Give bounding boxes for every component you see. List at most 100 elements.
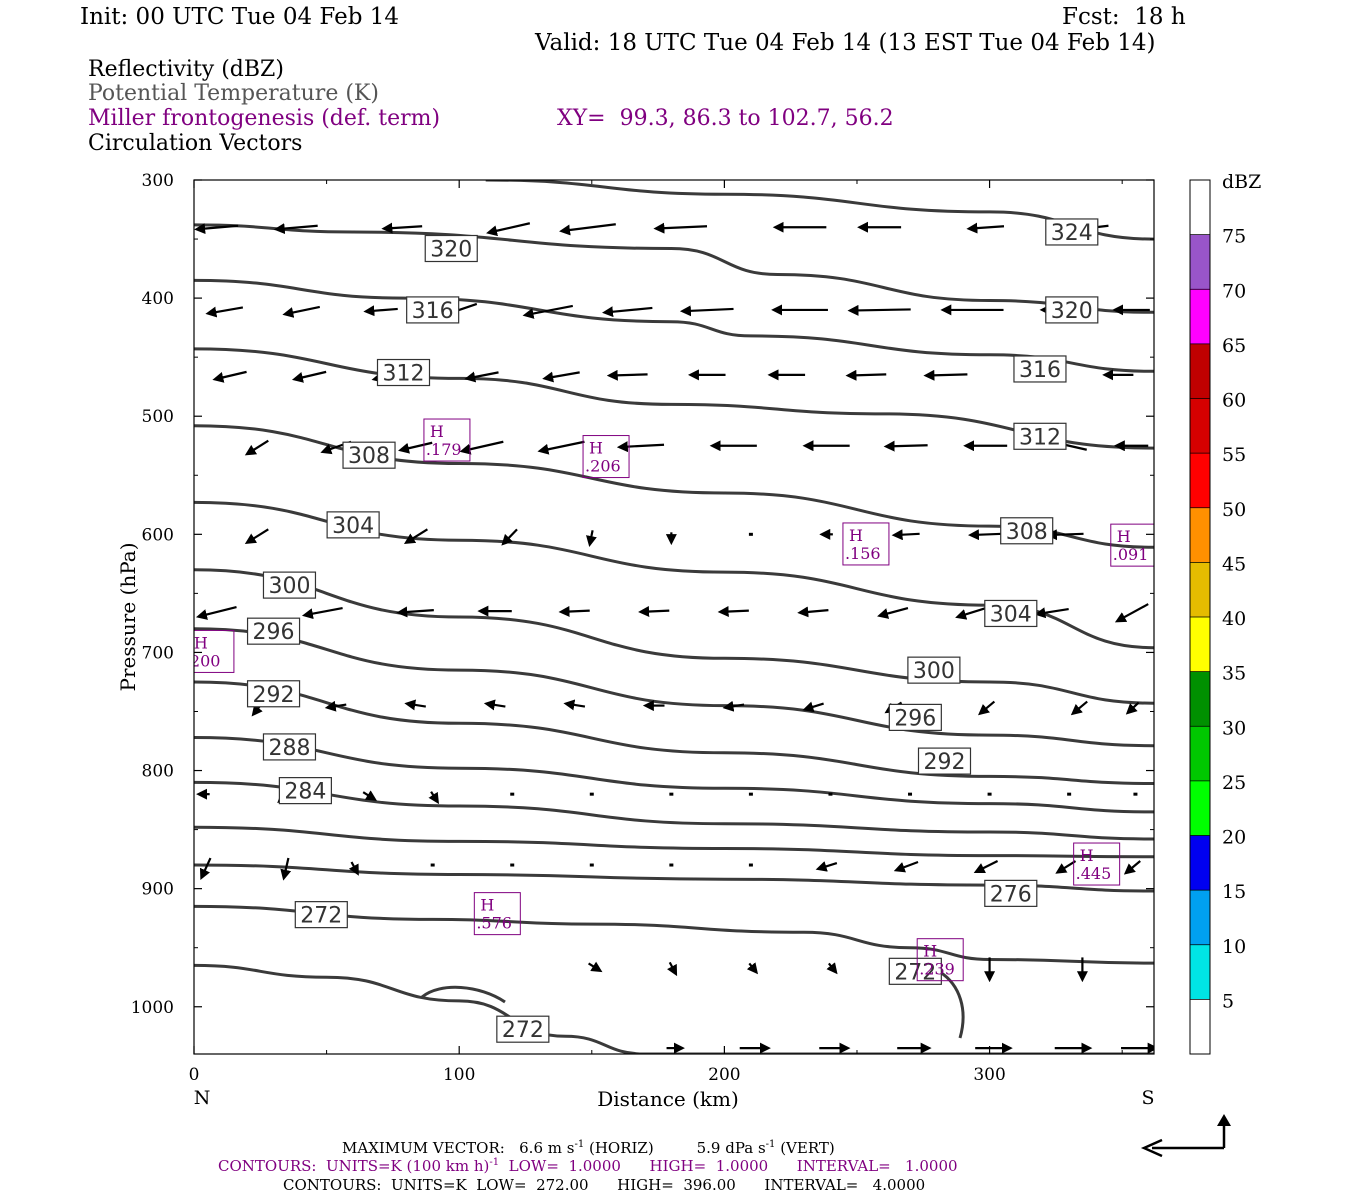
frontogenesis-max-box [473, 892, 521, 936]
vector-shaft [1114, 603, 1149, 623]
vector-shaft [428, 791, 440, 805]
vector-shaft [802, 701, 824, 713]
vector-shaft [363, 305, 398, 317]
theta-contour-312 [194, 347, 1154, 450]
y-axis-label: Pressure (hPa) [116, 543, 140, 692]
forecast-hour: Fcst: 18 h [1062, 4, 1186, 30]
colorbar-label: 25 [1222, 772, 1246, 794]
theta-contour-292 [194, 680, 1154, 785]
frontogenesis-contour [939, 970, 965, 1039]
circulation-vector [797, 606, 829, 618]
colorbar-label: 35 [1222, 663, 1246, 685]
vector-shaft [877, 607, 909, 619]
colorbar-label: 40 [1222, 608, 1246, 630]
vector-shaft [717, 606, 749, 617]
circulation-vector [194, 223, 239, 235]
theta-label-box [326, 511, 380, 539]
vector-shaft [244, 439, 269, 456]
circulation-vector [483, 699, 506, 711]
frontogenesis-max-h: H [430, 422, 444, 441]
colorbar-segment [1190, 890, 1210, 945]
y-tick-label: 500 [142, 407, 174, 427]
circulation-vector [348, 861, 359, 876]
vector-shaft [967, 529, 1003, 541]
reference-vector-vertical-head [1217, 1114, 1231, 1126]
vector-shaft [291, 370, 327, 383]
vector-shaft [199, 857, 212, 881]
colorbar-label: 30 [1222, 717, 1246, 739]
colorbar-segment [1190, 507, 1210, 563]
colorbar-segment [1190, 562, 1210, 617]
plot-frame [193, 179, 1155, 1055]
vector-shaft [195, 606, 237, 620]
vector-shaft [746, 962, 759, 975]
vector-shaft [563, 699, 586, 711]
theta-label: 316 [1019, 358, 1061, 383]
colorbar-segment [1190, 835, 1210, 891]
y-tick-label: 700 [142, 643, 174, 663]
circulation-vector [301, 607, 343, 620]
colorbar-label: 45 [1222, 553, 1246, 575]
vector-shaft [797, 606, 829, 618]
circulation-vector [746, 962, 759, 975]
colorbar-segment [1190, 180, 1210, 235]
colorbar-label: 55 [1222, 444, 1246, 466]
circulation-vector [966, 222, 1005, 234]
circulation-vector [542, 371, 580, 383]
circulation-vector [1123, 860, 1141, 875]
circulation-vector [978, 700, 996, 716]
circulation-vector [1045, 529, 1084, 541]
frontogenesis-max-value: 200 [190, 651, 221, 670]
vector-shaft [845, 369, 887, 381]
vector-shaft [1070, 700, 1088, 716]
vector-shaft [398, 441, 433, 454]
vector-shaft [973, 860, 999, 873]
circulation-vector [1114, 603, 1149, 623]
circulation-vector [653, 222, 708, 234]
vector-shaft [483, 699, 506, 711]
theta-label: 276 [990, 882, 1032, 907]
vector-shaft [978, 700, 996, 716]
vector-shaft [273, 223, 318, 235]
circulation-vector [396, 606, 434, 618]
vector-shaft [923, 369, 968, 381]
colorbar-label: 65 [1222, 335, 1246, 357]
colorbar-segment [1190, 671, 1210, 727]
colorbar-label: 15 [1222, 881, 1246, 903]
theta-contour-296 [194, 627, 1154, 748]
frontogenesis-max-box [582, 435, 630, 479]
theta-label-box [1045, 296, 1099, 324]
contours-theta-note: CONTOURS: UNITS=K LOW= 272.00 HIGH= 396.… [283, 1176, 926, 1194]
y-tick-label: 400 [142, 289, 174, 309]
circulation-vector [398, 441, 433, 454]
frontogenesis-max-h: H [480, 896, 494, 915]
frontogenesis-max-value: .156 [845, 544, 881, 563]
circulation-vector [877, 607, 909, 619]
circulation-vector [381, 222, 423, 234]
vector-shaft [722, 700, 745, 712]
theta-contour-288 [194, 736, 1154, 814]
circulation-vector [973, 860, 999, 873]
colorbar-label: 70 [1222, 280, 1246, 302]
circulation-vector [428, 791, 440, 805]
colorbar-segment [1190, 726, 1210, 781]
reference-vector-horizontal-head [1140, 1138, 1163, 1158]
circulation-vector [722, 700, 745, 712]
circulation-vector [558, 606, 590, 617]
vector-shaft [381, 222, 423, 234]
colorbar-label: 75 [1222, 226, 1246, 248]
colorbar-segment [1190, 780, 1210, 836]
theta-contour-272 [194, 963, 1154, 1054]
colorbar-segment [1190, 234, 1210, 290]
circulation-vector [588, 961, 603, 973]
frontogenesis-contour [421, 985, 506, 1004]
colorbar-label: 20 [1222, 827, 1246, 849]
circulation-vector [638, 606, 670, 617]
circulation-vector [403, 528, 428, 544]
theta-label: 272 [502, 1018, 544, 1043]
circulation-vector [679, 305, 734, 317]
theta-contour-320 [194, 223, 1154, 314]
theta-label-box [888, 957, 942, 985]
vector-shaft [522, 304, 574, 319]
